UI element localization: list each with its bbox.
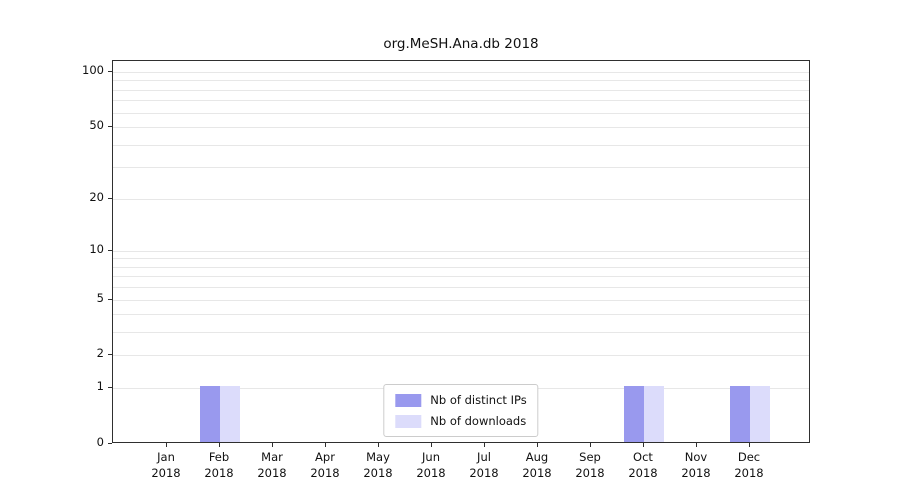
- bar-distinct-ips: [730, 386, 750, 442]
- y-tick-mark: [108, 197, 112, 199]
- y-tick-mark: [108, 71, 112, 72]
- y-tick-mark: [108, 298, 112, 300]
- x-tick-label: May 2018: [363, 450, 393, 480]
- bar-downloads: [220, 386, 240, 442]
- gridline: [113, 144, 809, 146]
- x-tick-mark: [696, 443, 697, 447]
- y-tick-label: 100: [82, 63, 104, 77]
- bar-downloads: [750, 386, 770, 442]
- x-tick-label: Sep 2018: [575, 450, 605, 480]
- gridline: [113, 299, 809, 301]
- legend-label-downloads: Nb of downloads: [430, 414, 527, 428]
- gridline: [113, 250, 809, 252]
- gridline: [113, 167, 809, 169]
- y-tick-mark: [108, 387, 112, 389]
- gridline: [113, 100, 809, 102]
- x-tick-mark: [590, 443, 591, 447]
- chart-title: org.MeSH.Ana.db 2018: [383, 36, 539, 52]
- y-tick-mark: [108, 354, 112, 356]
- y-tick-mark: [108, 249, 112, 251]
- legend-label-distinct-ips: Nb of distinct IPs: [430, 393, 527, 407]
- legend-item-downloads: Nb of downloads: [395, 414, 526, 428]
- gridline: [113, 314, 809, 316]
- gridline: [113, 355, 809, 357]
- y-tick-label: 5: [96, 290, 104, 305]
- x-tick-mark: [484, 443, 485, 447]
- y-tick-label: 10: [89, 241, 104, 256]
- legend-swatch-downloads: [395, 414, 422, 428]
- x-tick-mark: [325, 443, 326, 447]
- legend-item-distinct-ips: Nb of distinct IPs: [395, 393, 527, 407]
- x-tick-label: Apr 2018: [310, 450, 340, 480]
- plot-box: Nb of distinct IPs Nb of downloads: [112, 60, 810, 443]
- legend-swatch-distinct-ips: [395, 393, 422, 407]
- x-tick-mark: [537, 443, 538, 447]
- gridline: [113, 332, 809, 334]
- bar-distinct-ips: [200, 386, 220, 442]
- x-tick-mark: [643, 443, 644, 447]
- x-tick-mark: [272, 443, 273, 447]
- x-tick-label: Jun 2018: [416, 450, 446, 480]
- x-tick-label: Aug 2018: [522, 450, 552, 480]
- x-tick-mark: [219, 443, 220, 447]
- gridline: [113, 266, 809, 268]
- y-tick-mark: [108, 126, 112, 128]
- gridline: [113, 112, 809, 114]
- y-tick-label: 2: [96, 346, 104, 361]
- gridline: [113, 276, 809, 278]
- gridline: [113, 127, 809, 129]
- x-tick-label: Jan 2018: [151, 450, 181, 480]
- x-tick-label: Jul 2018: [469, 450, 499, 480]
- legend: Nb of distinct IPs Nb of downloads: [383, 384, 539, 437]
- y-tick-label: 50: [89, 118, 104, 133]
- x-tick-label: Mar 2018: [257, 450, 287, 480]
- gridline: [113, 198, 809, 200]
- x-tick-mark: [749, 443, 750, 447]
- x-tick-mark: [378, 443, 379, 447]
- gridline: [113, 89, 809, 91]
- x-tick-label: Feb 2018: [204, 450, 234, 480]
- gridline: [113, 80, 809, 82]
- x-tick-mark: [431, 443, 432, 447]
- y-tick-label: 1: [96, 379, 104, 394]
- x-tick-label: Dec 2018: [734, 450, 764, 480]
- bar-downloads: [644, 386, 664, 442]
- x-tick-label: Nov 2018: [681, 450, 711, 480]
- y-tick-label: 20: [89, 189, 104, 204]
- gridline: [113, 258, 809, 260]
- x-tick-label: Oct 2018: [628, 450, 658, 480]
- y-tick-mark: [108, 443, 112, 444]
- gridline: [113, 72, 809, 73]
- bar-distinct-ips: [624, 386, 644, 442]
- x-tick-mark: [166, 443, 167, 447]
- y-tick-label: 0: [96, 435, 104, 449]
- gridline: [113, 287, 809, 289]
